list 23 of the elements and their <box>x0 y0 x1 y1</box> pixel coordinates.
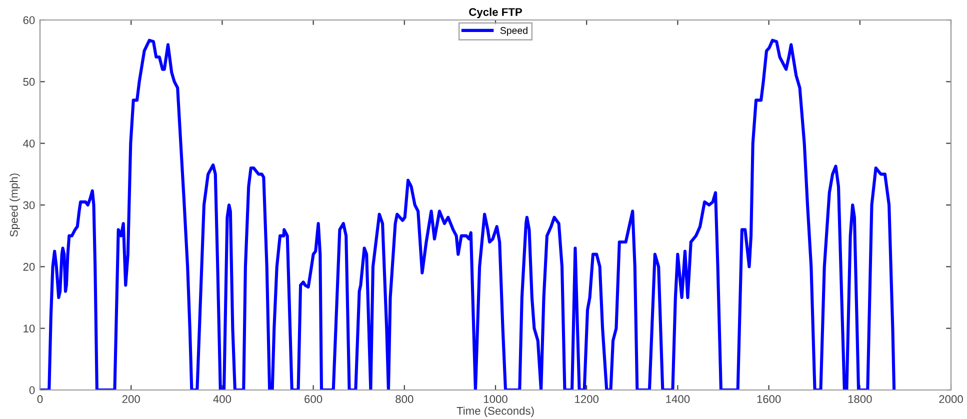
x-tick-label: 2000 <box>939 395 963 404</box>
y-tick-label: 20 <box>23 262 35 271</box>
x-tick-label: 1800 <box>848 395 872 404</box>
y-tick-label: 0 <box>29 386 35 394</box>
y-tick-label: 60 <box>23 16 35 24</box>
y-tick-label: 10 <box>24 324 35 332</box>
line-series <box>40 38 896 390</box>
x-tick-label: 800 <box>396 395 414 404</box>
x-tick-label: 1400 <box>666 395 690 404</box>
y-axis-title: Speed (mph) <box>10 174 20 237</box>
x-tick-label: 400 <box>213 395 232 404</box>
x-tick-label: 200 <box>122 395 140 404</box>
legend-label: Speed <box>500 26 528 36</box>
y-tick-label: 30 <box>23 201 35 210</box>
x-tick-label: 1600 <box>757 395 781 404</box>
x-tick-label: 0 <box>37 395 43 404</box>
chart-title: Cycle FTP <box>469 8 522 18</box>
x-tick-label: 600 <box>304 395 322 404</box>
y-tick-label: 40 <box>23 140 35 148</box>
x-axis-title: Time (Seconds) <box>456 406 534 417</box>
x-tick-label: 1200 <box>575 395 599 404</box>
x-tick-label: 1000 <box>484 395 508 404</box>
y-tick-label: 50 <box>23 78 35 86</box>
